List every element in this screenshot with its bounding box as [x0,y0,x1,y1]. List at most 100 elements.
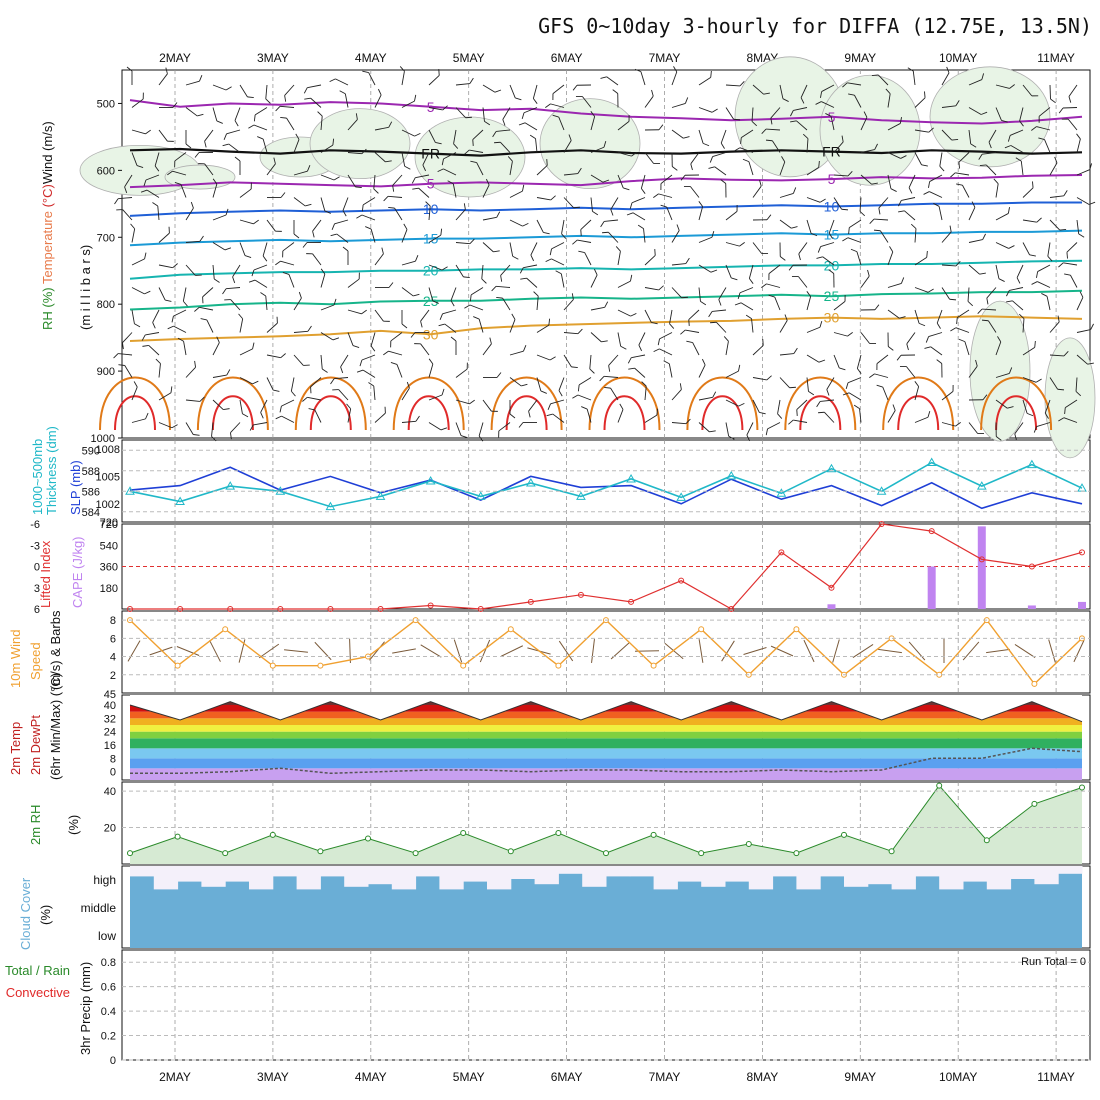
y-tick-label: 600 [97,165,115,177]
wind-barb-staff [847,237,862,243]
wind-barb [455,77,474,86]
wind-barb [549,242,565,256]
wind-barb-staff [874,218,889,221]
wind-barb [532,84,538,104]
wind10m-barb [176,646,200,656]
temp-contour-35 [588,376,661,431]
wind-barb [122,332,133,350]
wind-barb-flag [438,323,445,327]
cloud-high-gap [820,866,845,877]
cloud-high-gap [582,866,607,887]
wind-barb-staff [212,214,227,221]
wind-barb-staff [849,219,862,229]
wind-barb [671,224,680,243]
wind-barb-staff [941,129,953,141]
wind-barb-flag [472,139,474,146]
wind-barb-staff [698,206,704,221]
wind-barb-staff [746,422,754,436]
wind-barb [521,107,538,120]
rh2m-marker [174,833,181,840]
wind-barb [708,309,727,318]
wind-barb-flag [950,327,957,332]
temp-contour-35 [294,376,367,431]
wind-barb-staff [281,399,295,407]
thickness-marker [976,481,987,490]
wind-barb [604,386,619,401]
wind-barb-staff [1049,219,1061,231]
date-label-bottom: 6MAY [551,1070,583,1084]
wind-barb [777,399,783,419]
wind-barb [174,152,187,168]
wind-barb-staff [498,422,511,432]
wind-barb-flag [817,246,822,253]
cloud-high-gap [725,866,750,882]
lifted-index-marker [928,528,935,535]
wind-barb-flag [1063,350,1069,357]
wind-barb [455,238,475,245]
wind-barb-flag [310,386,312,394]
wind-barb-flag [731,277,738,281]
wind-barb [924,346,943,356]
wind10m-barb [986,648,1010,654]
wind-barb-staff [718,287,727,300]
wind-barb-staff [388,195,403,198]
wind-barb [612,89,619,108]
lifted-index-marker [1028,563,1035,570]
wind-barb [860,174,878,185]
wind-barb-flag [248,124,255,129]
wind10m-ylabel: 10m Wind [8,629,23,688]
wind-barb-flag [782,98,789,102]
wind-barb-staff [806,166,819,176]
wind-barb-flag [759,179,762,187]
wind-barb [280,116,295,131]
wind-barb [482,178,490,198]
wind-barb [290,377,296,397]
rh2m-marker [127,850,133,857]
wind-barb [158,287,172,302]
wind-barb-flag [549,356,556,361]
wind10m-barb [852,644,874,658]
wind-barb [820,84,835,98]
wind-barb-staff [1076,197,1090,205]
wind10m-barb-staff [284,649,308,653]
wind-barb-staff [659,348,673,356]
wind-barb-flag [740,137,742,145]
upper-ylabel-part: Wind (m/s) [40,121,55,184]
wind-barb-flag [641,188,646,194]
wind10m-barb-staff [127,640,141,662]
wind-barb [204,129,214,148]
wind-barb-staff [185,366,196,378]
wind-barb [383,350,403,356]
wind-barb [1006,287,1024,297]
wind-barb-flag [406,381,410,389]
wind-barb-flag [1031,95,1039,97]
wind-barb [941,129,959,141]
wind-barb [871,74,889,86]
wind-barb [330,377,349,385]
wind-barb-staff [394,207,403,221]
wind-barb [1044,399,1051,419]
wind-barb-flag [955,260,961,267]
wind-barb-flag [518,122,526,126]
wind-barb [547,399,565,410]
wind-barb-staff [982,152,997,155]
wind-barb [284,84,295,102]
wind-barb-staff [509,242,514,257]
contour-label: 25 [824,288,840,304]
wind-barb-flag [302,396,308,402]
wind-barb-staff [590,146,605,153]
wind-barb-flag [728,435,735,440]
precip-tick-label: 0.4 [101,1006,116,1018]
wind-barb-flag [442,105,448,111]
wind-barb-flag [533,98,538,104]
wind-barb-staff [422,152,430,166]
wind-barb-staff [418,187,430,198]
wind-barb-flag [522,184,525,192]
wind-barb [519,264,538,274]
wind-barb [887,309,906,319]
wind-barb-staff [640,174,646,189]
wind-barb [638,332,646,352]
wind-barb-staff [373,386,376,401]
wind-barb-staff [509,84,516,99]
wind-barb-staff [212,107,218,122]
